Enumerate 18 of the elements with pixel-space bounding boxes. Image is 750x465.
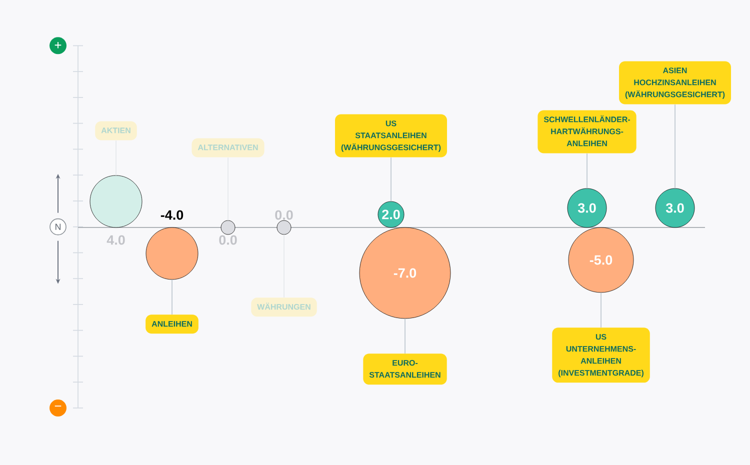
- text: N: [56, 224, 61, 230]
- category-label: ANLEIHEN: [152, 321, 192, 327]
- text: −: [54, 406, 62, 407]
- category-label: ASIEN HOCHZINSANLEIHEN (WÄHRUNGSGESICHERT): [625, 68, 725, 99]
- data-label: 2.0: [382, 210, 400, 220]
- category-label: ALTERNATIVEN: [198, 144, 258, 150]
- category-label: AKTIEN: [101, 128, 130, 134]
- data-label: -5.0: [590, 255, 612, 265]
- category-label: WÄHRUNGEN: [257, 302, 310, 310]
- data-label: -7.0: [394, 268, 416, 278]
- category-label: EURO-STAATSANLEIHEN: [369, 360, 440, 378]
- data-label: 3.0: [666, 203, 684, 213]
- category-label: SCHWELLENLÄNDER-HARTWÄHRUNGS-ANLEIHEN: [544, 115, 630, 146]
- data-label: -4.0: [160, 210, 184, 220]
- data-label: 3.0: [578, 203, 596, 213]
- category-label: US UNTERNEHMENS-ANLEIHEN (INVESTMENTGRADE): [558, 334, 644, 378]
- category-label: US STAATSANLEIHEN (WÄHRUNGSGESICHERT): [341, 120, 441, 152]
- text: +: [54, 42, 62, 48]
